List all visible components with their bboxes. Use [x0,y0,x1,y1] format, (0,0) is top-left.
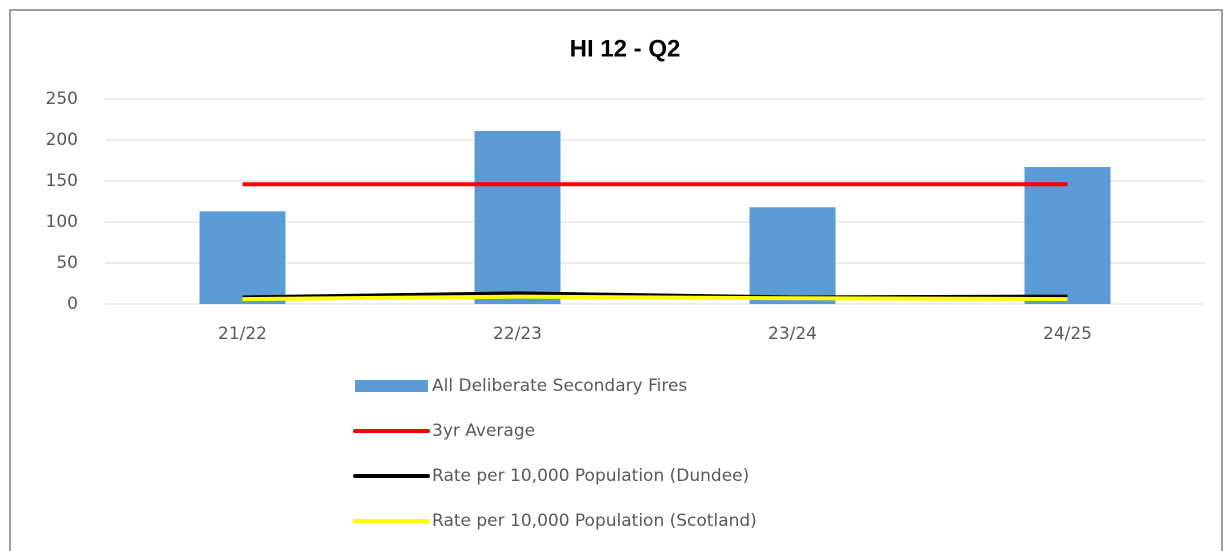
x-tick-label: 23/24 [768,324,817,344]
bar [749,207,836,304]
bar [474,130,561,304]
legend-label: Rate per 10,000 Population (Scotland) [432,511,757,531]
legend-label: Rate per 10,000 Population (Dundee) [432,466,749,486]
x-tick-label: 22/23 [493,324,542,344]
bar [199,211,286,304]
legend-label: All Deliberate Secondary Fires [432,376,687,396]
y-tick-label: 100 [46,212,78,232]
y-tick-label: 250 [46,89,78,109]
bar [1024,167,1111,304]
x-tick-label: 21/22 [218,324,267,344]
legend-marker [355,380,428,392]
line-series [242,294,1068,302]
y-tick-label: 200 [46,130,78,150]
x-tick-label: 24/25 [1043,324,1092,344]
legend-label: 3yr Average [432,421,535,441]
y-tick-label: 0 [67,294,78,314]
y-tick-label: 150 [46,171,78,191]
chart-title: HI 12 - Q2 [570,35,681,62]
y-tick-label: 50 [56,253,78,273]
